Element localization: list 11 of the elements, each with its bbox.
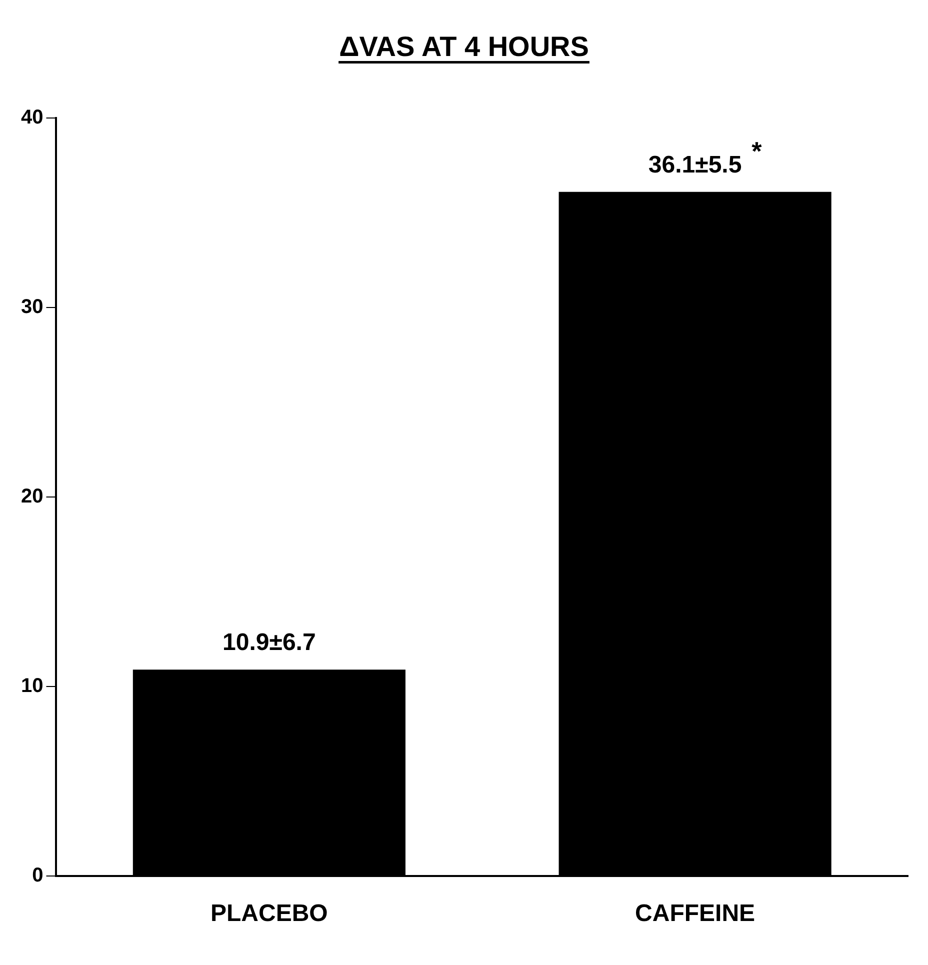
annotation: * (752, 136, 763, 166)
x-tick-label: CAFFEINE (635, 900, 756, 928)
y-tick-label: 10 (20, 675, 44, 698)
y-tick-label: 30 (20, 296, 44, 318)
y-tick-label: 40 (20, 106, 44, 129)
y-tick-label: 0 (32, 864, 44, 887)
chart-title: ΔVAS AT 4 HOURS (339, 31, 589, 62)
x-tick-label: PLACEBO (210, 900, 328, 928)
data-label: 10.9±6.7 (222, 629, 316, 656)
data-label: 36.1±5.5 (648, 152, 742, 179)
y-tick-label: 20 (20, 486, 44, 508)
